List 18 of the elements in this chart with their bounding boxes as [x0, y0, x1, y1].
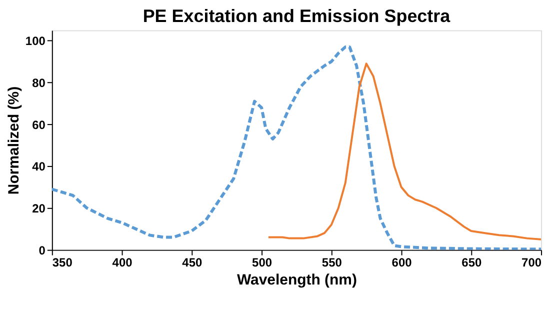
y-tick-label: 60 [32, 118, 46, 132]
x-tick-label: 600 [392, 255, 412, 270]
chart-title: PE Excitation and Emission Spectra [142, 6, 452, 26]
x-tick-label: 450 [182, 255, 202, 270]
x-tick-label: 550 [322, 255, 342, 270]
y-tick-label: 20 [32, 201, 46, 216]
y-tick-label: 0 [38, 243, 46, 258]
y-tick-label: 40 [32, 160, 46, 174]
x-tick-label: 400 [112, 255, 133, 270]
x-tick-label: 650 [462, 255, 482, 270]
line-series [268, 62, 542, 240]
y-tick-label: 100 [25, 34, 46, 48]
x-tick-label: 700 [522, 255, 542, 270]
x-tick-label: 500 [252, 255, 272, 270]
y-tick-label: 80 [32, 76, 46, 90]
x-axis-title: Wavelength (nm) [236, 271, 357, 288]
x-tick-label: 350 [52, 255, 73, 270]
y-axis-title: Normalized (%) [5, 86, 22, 195]
